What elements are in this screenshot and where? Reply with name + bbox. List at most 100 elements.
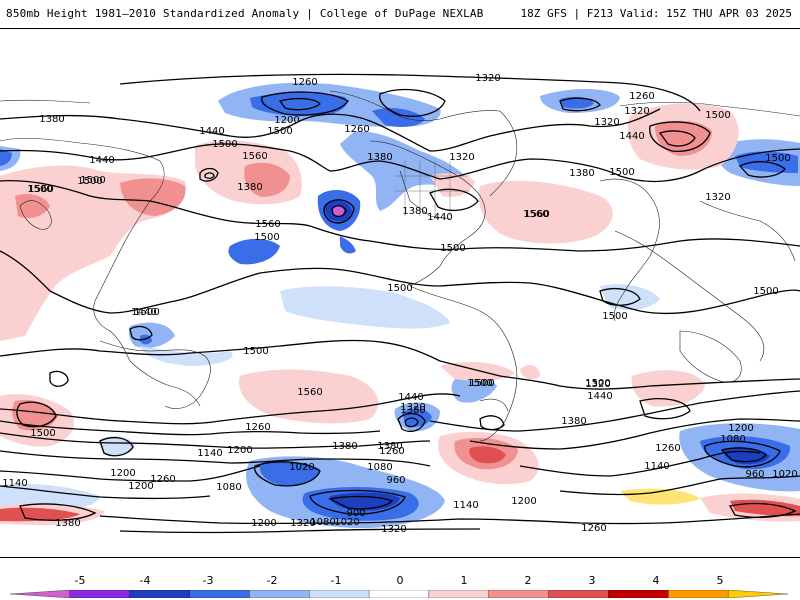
colorbar-segment	[10, 590, 70, 598]
coastlines	[0, 90, 800, 442]
colorbar-segment	[368, 590, 430, 598]
contour-label: 1440	[89, 155, 114, 166]
contour-label: 1500	[212, 139, 237, 150]
contour-label: 1440	[587, 391, 612, 402]
negative-anomaly-areas	[0, 82, 800, 529]
contour-label: 960	[386, 475, 405, 486]
contour-label: 1500	[30, 428, 55, 439]
contour-label: 1500	[765, 153, 790, 164]
contour-label: 1380	[39, 114, 64, 125]
contour-labels: 1260132013801440150015601500138014401500…	[2, 73, 797, 535]
colorbar-tick-label: 3	[588, 574, 596, 587]
contour-label: 1260	[245, 422, 270, 433]
colorbar-segment	[608, 590, 669, 598]
contour-label: 1260	[379, 446, 404, 457]
anomaly-map: 1260132013801440150015601500138014401500…	[0, 28, 800, 558]
contour-label: 1260	[581, 523, 606, 534]
colorbar-tick-label: 5	[716, 574, 724, 587]
contour-label: 1500	[27, 184, 52, 195]
colorbar-segment	[249, 590, 310, 598]
contour-label: 1440	[398, 392, 423, 403]
contour-label: 1380	[367, 152, 392, 163]
colorbar-segment	[309, 590, 370, 598]
contour-label: 1380	[569, 168, 594, 179]
contour-label: 1020	[289, 462, 314, 473]
contour-label: 1440	[131, 307, 156, 318]
colorbar-segment	[728, 590, 788, 598]
contour-label: 1500	[753, 286, 778, 297]
contour-label: 1560	[242, 151, 267, 162]
contour-label: 1560	[28, 184, 53, 195]
contour-label: 1500	[467, 378, 492, 389]
contour-label: 1500	[254, 232, 279, 243]
contour-label: 1320	[475, 73, 500, 84]
contour-label: 1200	[227, 445, 252, 456]
contour-label: 1260	[150, 474, 175, 485]
contour-label: 1320	[400, 402, 425, 413]
contour-label: 1560	[255, 219, 280, 230]
model-run-info: 18Z GFS | F213 Valid: 15Z THU APR 03 202…	[520, 7, 792, 20]
contour-label: 1500	[602, 311, 627, 322]
contour-label: 1140	[197, 448, 222, 459]
contour-label: 1200	[110, 468, 135, 479]
contour-label: 1500	[77, 176, 102, 187]
contour-label: 1260	[344, 124, 369, 135]
contour-label: 1380	[377, 441, 402, 452]
colorbar-tick-label: 2	[524, 574, 532, 587]
map-canvas: 1260132013801440150015601500138014401500…	[0, 73, 800, 535]
colorbar-segment	[488, 590, 549, 598]
colorbar-segment	[668, 590, 729, 598]
contour-label: 1380	[332, 441, 357, 452]
contour-label: 1560	[297, 387, 322, 398]
contour-label: 900	[346, 508, 365, 519]
contour-label: 1500	[705, 110, 730, 121]
contour-label: 1200	[128, 481, 153, 492]
contour-label: 1500	[585, 378, 610, 389]
contour-label: 1200	[511, 496, 536, 507]
colorbar-tick-label: -1	[330, 574, 342, 587]
contour-label: 1320	[381, 524, 406, 535]
anomaly-colorbar	[10, 590, 788, 598]
contour-label: 1560	[523, 209, 548, 220]
colorbar-tick-label: 4	[652, 574, 660, 587]
colorbar-tick-label: -3	[202, 574, 214, 587]
contour-label: 1440	[199, 126, 224, 137]
height-contours	[0, 73, 800, 534]
colorbar-segment	[428, 590, 489, 598]
contour-label: 1500	[80, 175, 105, 186]
positive-anomaly-areas	[0, 103, 800, 526]
colorbar-tick-label: -4	[139, 574, 151, 587]
contour-label: 1020	[334, 517, 359, 528]
contour-label: 1320	[449, 152, 474, 163]
contour-label: 1200	[728, 423, 753, 434]
contour-label: 1080	[216, 482, 241, 493]
contour-label: 1320	[585, 379, 610, 390]
colorbar-segment	[548, 590, 609, 598]
colorbar-tick-label: 1	[460, 574, 468, 587]
contour-label: 1320	[624, 106, 649, 117]
header: 850mb Height 1981–2010 Standardized Anom…	[0, 0, 800, 28]
contour-label: 1380	[237, 182, 262, 193]
colorbar-tick-label: -2	[266, 574, 278, 587]
contour-label: 1080	[310, 517, 335, 528]
contour-label: 960	[745, 469, 764, 480]
colorbar-segment	[69, 590, 130, 598]
contour-label: 1500	[440, 243, 465, 254]
colorbar-tick-label: 0	[396, 574, 404, 587]
contour-label: 1140	[2, 478, 27, 489]
contour-label: 1140	[453, 500, 478, 511]
contour-label: 1500	[469, 378, 494, 389]
contour-label: 1440	[619, 131, 644, 142]
contour-label: 1560	[524, 209, 549, 220]
map-title: 850mb Height 1981–2010 Standardized Anom…	[6, 7, 484, 20]
contour-label: 1260	[629, 91, 654, 102]
contour-label: 1320	[705, 192, 730, 203]
contour-label: 1440	[427, 212, 452, 223]
colorbar-segment	[189, 590, 250, 598]
contour-label: 1380	[402, 206, 427, 217]
contour-label: 1380	[561, 416, 586, 427]
contour-label: 1080	[367, 462, 392, 473]
colorbar-tick-label: -5	[74, 574, 86, 587]
contour-label: 1500	[134, 307, 159, 318]
contour-label: 1200	[274, 115, 299, 126]
